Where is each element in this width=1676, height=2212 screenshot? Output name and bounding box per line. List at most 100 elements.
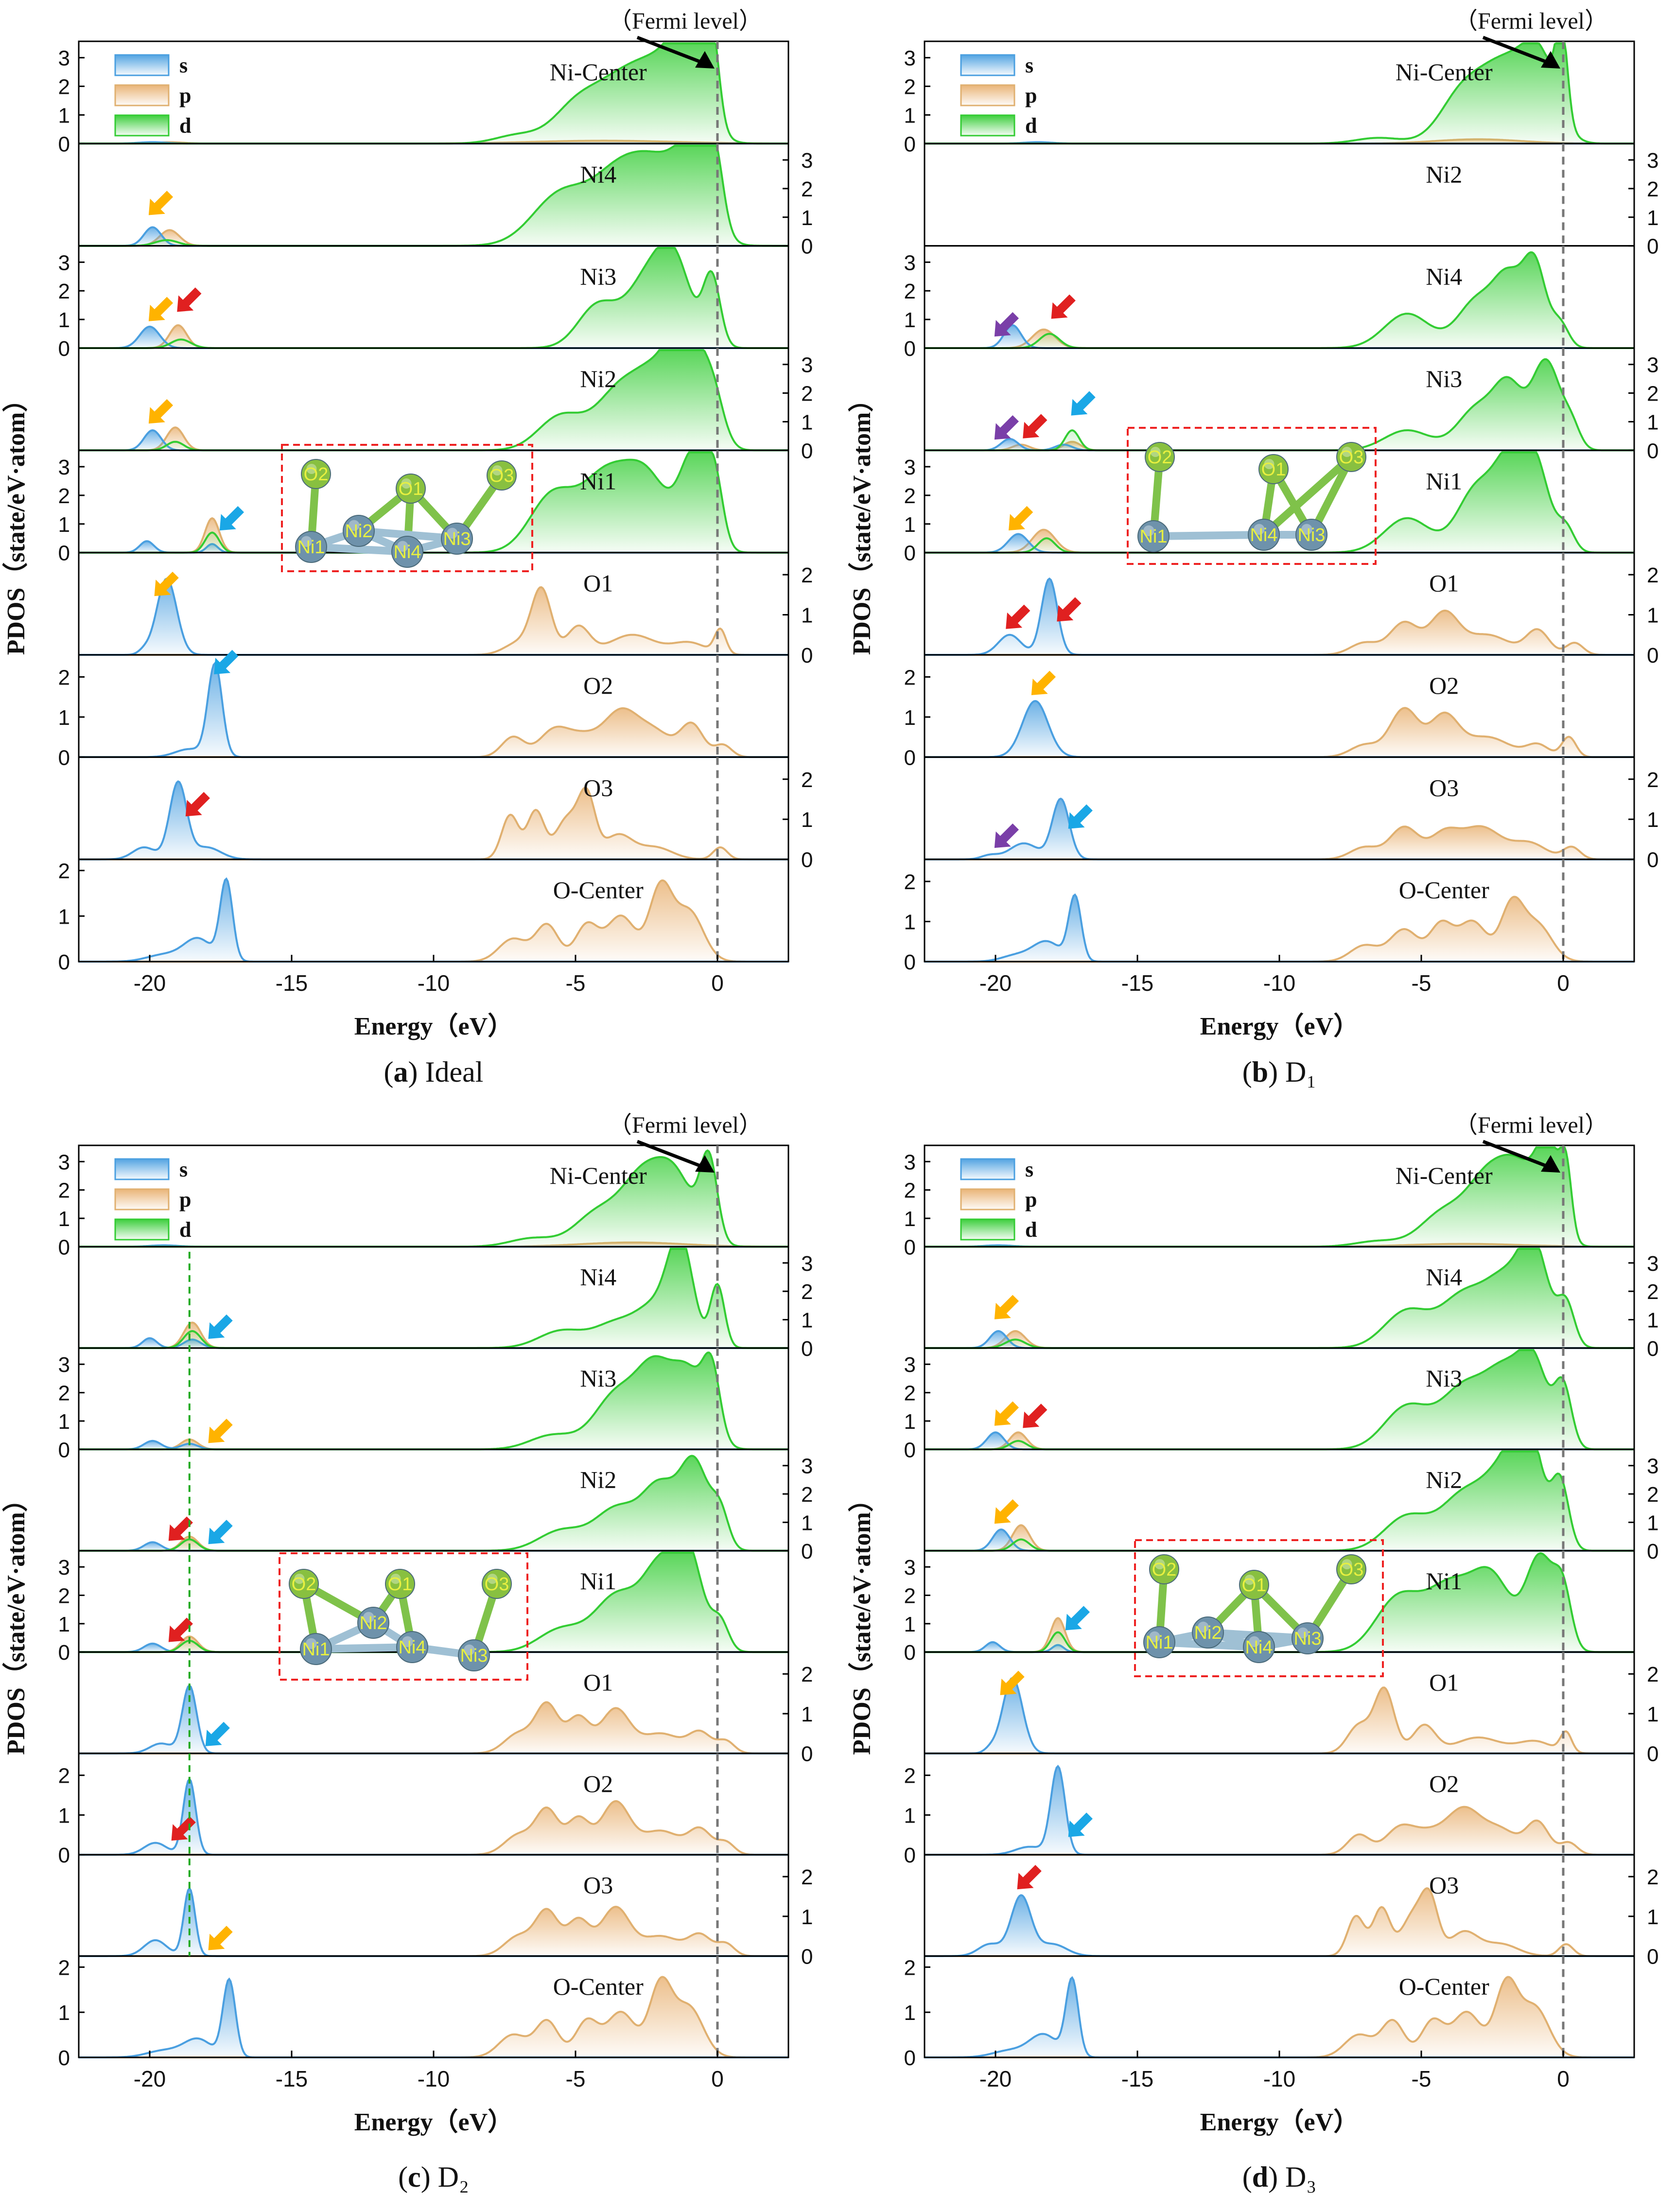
legend-label-p-d: p (1025, 1188, 1037, 1211)
atom-label-o2-b: O2 (1148, 447, 1172, 468)
legend-swatch-p-a (114, 84, 170, 106)
p-orbital-area-c-8 (79, 1977, 788, 2057)
p-orbital-area-d-6 (925, 1807, 1634, 1855)
atom-highlight-ni1-d (1149, 1631, 1160, 1642)
ytick-label-d-2-2: 2 (904, 1382, 916, 1405)
xtick-label-d-3: -5 (1412, 2066, 1432, 2091)
ytick-label-c-3-2: 2 (801, 1483, 813, 1507)
pdos-arrow-1-2-0 (994, 312, 1019, 337)
subplot-label-a-8: O-Center (553, 877, 644, 904)
fermi-arrow-line-a (636, 35, 709, 67)
ytick-label-b-4-3: 3 (904, 456, 916, 479)
p-orbital-area-c-7 (79, 1907, 788, 1956)
atom-o3-b (1336, 442, 1366, 472)
pdos-arrow-0-3-0 (148, 399, 174, 424)
xtick-label-b-0: -20 (979, 970, 1012, 996)
xtick-label-a-2: -10 (418, 970, 450, 996)
subplot-b-8: 0 1 2 O-Center (904, 859, 1635, 974)
ytick-label-b-5-0: 0 (1647, 644, 1659, 667)
ytick-label-a-4-3: 3 (58, 456, 70, 479)
subplot-label-d-1: Ni4 (1426, 1264, 1462, 1291)
atom-o3-a (487, 460, 517, 491)
xtick-label-a-0: -20 (134, 970, 166, 996)
ytick-label-c-2-1: 1 (58, 1410, 70, 1434)
atom-highlight-ni3-b (1301, 524, 1312, 535)
pdos-arrow-0-2-1 (177, 287, 202, 312)
subplot-label-a-4: Ni1 (580, 467, 616, 494)
ytick-label-a-3-1: 1 (801, 410, 813, 434)
atom-label-o1-a: O1 (399, 479, 423, 499)
atom-highlight-ni1-b (1143, 525, 1154, 537)
pdos-arrow-1-5-0 (1006, 604, 1030, 629)
fermi-arrow-icon-b (1541, 51, 1560, 69)
ytick-label-c-5-2: 2 (801, 1663, 813, 1686)
subplot-a-1: 0 1 2 3 Ni4 (78, 142, 813, 259)
pdos-arrow-2-1-0 (208, 1314, 233, 1339)
pdos-arrow-3-2-1 (1023, 1404, 1048, 1428)
panel-c: 0 1 2 3 Ni-Center 0 1 2 3 Ni4 0 1 2 3 Ni3 0 1 2 3 Ni2 0 1 2 3 Ni… (2, 1112, 813, 2193)
ytick-label-a-4-0: 0 (58, 542, 70, 565)
pdos-arrow-1-3-2 (1071, 391, 1096, 416)
subplot-label-c-6: O2 (583, 1770, 613, 1797)
ytick-label-d-2-3: 3 (904, 1353, 916, 1377)
fermi-label-a: （Fermi level） (609, 8, 762, 34)
s-orbital-area-b-3 (925, 439, 1634, 451)
caption-text-a: Ideal (418, 1056, 484, 1088)
ytick-label-c-3-1: 1 (801, 1511, 813, 1535)
subplot-c-2: 0 1 2 3 Ni3 (58, 1347, 789, 1462)
s-orbital-area-a-2 (79, 326, 788, 348)
ytick-label-d-2-0: 0 (904, 1438, 916, 1462)
d-orbital-area-c-1 (79, 1248, 788, 1348)
ytick-label-a-0-3: 3 (58, 47, 70, 70)
legend-label-s-a: s (179, 53, 188, 77)
d-orbital-area-b-3 (925, 359, 1634, 451)
fermi-label-b: （Fermi level） (1454, 8, 1608, 34)
atom-o3-c (482, 1569, 512, 1599)
ytick-label-b-8-0: 0 (904, 950, 916, 974)
ytick-label-b-3-2: 2 (1647, 382, 1659, 406)
ytick-label-c-1-1: 1 (801, 1309, 813, 1333)
subplot-label-d-8: O-Center (1399, 1973, 1489, 2000)
pdos-arrow-3-3-0 (994, 1499, 1019, 1524)
atom-ni2-a (343, 515, 375, 547)
subplot-b-1: 0 1 2 3 Ni2 (924, 142, 1659, 259)
ytick-label-a-0-1: 1 (58, 104, 70, 127)
ytick-label-b-6-0: 0 (904, 746, 916, 770)
subplot-label-c-5: O1 (583, 1668, 613, 1696)
s-orbital-area-b-7 (925, 798, 1634, 860)
atom-label-o1-d: O1 (1242, 1575, 1267, 1596)
ytick-label-b-1-1: 1 (1647, 206, 1659, 230)
atom-label-ni4-a: Ni4 (393, 542, 421, 562)
ytick-label-d-4-1: 1 (904, 1613, 916, 1636)
atom-label-o2-d: O2 (1152, 1560, 1177, 1580)
bond-a-9 (355, 527, 461, 543)
ytick-label-d-5-2: 2 (1647, 1663, 1659, 1686)
atom-highlight-o2-d (1154, 1559, 1165, 1569)
panel-b: 0 1 2 3 Ni-Center 0 1 2 3 Ni2 0 1 2 3 Ni4 0 1 2 3 Ni3 0 1 2 3 Ni… (848, 8, 1659, 1088)
s-orbital-area-d-8 (925, 1977, 1634, 2057)
cluster-inset-d: O2 O1 O3 Ni1 Ni2 Ni4 Ni3 (1134, 1539, 1384, 1677)
ytick-label-d-4-2: 2 (904, 1584, 916, 1608)
subplot-label-d-4: Ni1 (1426, 1567, 1462, 1595)
ytick-label-d-0-3: 3 (904, 1150, 916, 1174)
pdos-arrow-1-7-1 (1068, 804, 1093, 829)
ytick-label-c-8-2: 2 (58, 1956, 70, 1980)
atom-label-ni3-c: Ni3 (460, 1646, 488, 1666)
ytick-label-a-3-2: 2 (801, 382, 813, 406)
ytick-label-d-3-2: 2 (1647, 1483, 1659, 1507)
pdos-arrow-0-6-0 (214, 650, 239, 674)
xtick-label-b-1: -15 (1121, 970, 1153, 996)
subplot-b-7: 0 1 2 O3 (924, 756, 1659, 872)
atom-ni4-c (396, 1631, 428, 1663)
pdos-arrow-1-5-1 (1057, 597, 1082, 622)
pdos-arrow-1-4-0 (1009, 506, 1033, 531)
arrow-icon (1068, 804, 1093, 829)
d-orbital-area-d-3 (925, 1451, 1634, 1551)
ytick-label-b-7-2: 2 (1647, 768, 1659, 792)
arrow-icon (1057, 597, 1082, 622)
ytick-label-d-8-1: 1 (904, 2001, 916, 2025)
pdos-arrow-0-1-0 (148, 191, 174, 215)
ytick-label-a-6-0: 0 (58, 746, 70, 770)
atom-ni2-d (1192, 1616, 1224, 1649)
